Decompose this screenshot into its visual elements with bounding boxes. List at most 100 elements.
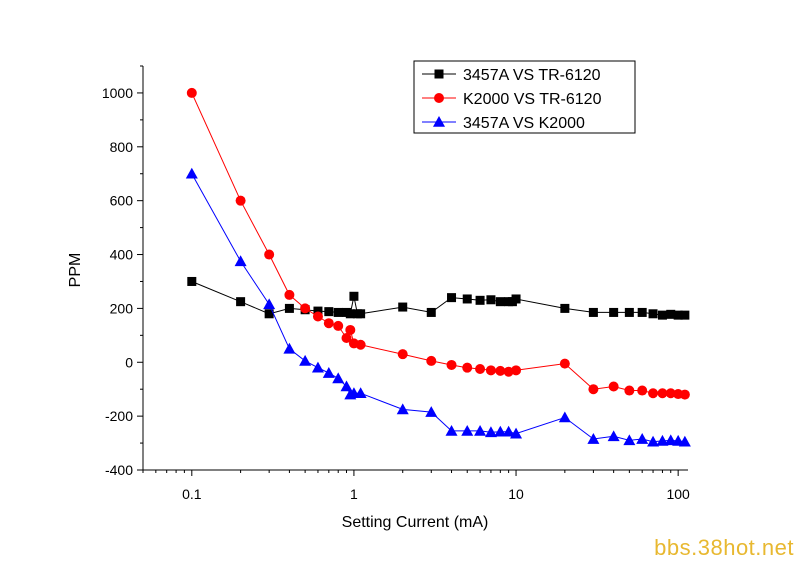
- data-point: [323, 318, 334, 329]
- data-point: [284, 289, 295, 300]
- data-point: [656, 434, 669, 446]
- data-point: [673, 310, 683, 320]
- data-point: [354, 387, 367, 399]
- legend-label: K2000 VS TR-6120: [463, 91, 602, 108]
- data-point: [657, 310, 667, 320]
- x-tick-label: 10: [508, 486, 524, 502]
- series-line: [191, 92, 685, 396]
- legend-marker: [434, 69, 444, 79]
- series-layer: [185, 87, 691, 447]
- data-point: [313, 306, 323, 316]
- data-point: [332, 372, 345, 384]
- data-point: [263, 298, 276, 310]
- data-point: [558, 411, 571, 423]
- x-axis-label: Setting Current (mA): [342, 514, 489, 531]
- x-ticks: 0.1 1 10 100: [142, 470, 690, 502]
- data-point: [502, 425, 515, 437]
- data-point: [485, 365, 496, 376]
- data-point: [474, 424, 487, 436]
- data-point: [283, 342, 296, 354]
- data-point: [426, 355, 437, 366]
- data-point: [311, 361, 324, 373]
- data-point: [356, 309, 366, 319]
- data-point: [486, 295, 496, 305]
- x-tick-label: 100: [666, 486, 690, 502]
- series-3: [185, 167, 691, 447]
- data-point: [187, 276, 197, 286]
- data-point: [559, 358, 570, 369]
- data-point: [234, 255, 247, 267]
- data-point: [475, 364, 486, 374]
- legend-marker: [433, 116, 445, 127]
- legend-box: [413, 60, 636, 134]
- data-point: [665, 388, 676, 399]
- data-point: [340, 380, 353, 392]
- data-point: [679, 389, 690, 400]
- data-point: [648, 309, 658, 319]
- data-point: [678, 435, 691, 447]
- data-point: [664, 434, 677, 446]
- data-point: [300, 303, 311, 314]
- x-tick-label: 1: [350, 486, 358, 502]
- data-point: [666, 309, 676, 319]
- data-point: [624, 307, 634, 317]
- data-point: [647, 435, 660, 447]
- y-tick-label: 0: [125, 354, 133, 370]
- series-2: [186, 87, 690, 400]
- data-point: [637, 307, 647, 317]
- data-point: [475, 295, 485, 305]
- data-point: [324, 307, 334, 317]
- y-tick-label: -400: [105, 462, 133, 478]
- data-point: [588, 307, 598, 317]
- data-point: [396, 403, 409, 415]
- data-point: [484, 426, 497, 438]
- data-point: [341, 333, 352, 344]
- plot-area: [142, 66, 688, 471]
- data-point: [462, 294, 472, 304]
- legend-marker: [434, 93, 444, 103]
- x-tick-label: 0.1: [182, 486, 202, 502]
- data-point: [322, 367, 335, 378]
- data-point: [398, 302, 408, 312]
- data-point: [397, 349, 408, 360]
- data-point: [608, 381, 619, 392]
- data-point: [461, 424, 474, 436]
- data-point: [495, 365, 506, 376]
- y-tick-label: 1000: [102, 85, 133, 101]
- data-point: [623, 434, 636, 446]
- data-point: [333, 307, 343, 317]
- y-tick-label: 200: [110, 300, 134, 316]
- data-point: [503, 366, 514, 377]
- data-point: [609, 307, 619, 317]
- data-point: [426, 307, 436, 317]
- data-point: [355, 339, 366, 350]
- y-axis-label: PPM: [67, 253, 84, 288]
- data-point: [333, 320, 344, 331]
- data-point: [607, 430, 620, 442]
- y-ticks: -400 -200 0 200 400 600 800 1000: [102, 65, 143, 478]
- data-point: [446, 359, 457, 370]
- data-point: [264, 309, 274, 319]
- data-point: [657, 388, 668, 399]
- data-point: [299, 354, 312, 366]
- y-tick-label: 800: [110, 139, 134, 155]
- data-point: [345, 324, 356, 335]
- data-point: [680, 310, 690, 320]
- data-point: [349, 291, 359, 301]
- data-point: [637, 385, 648, 396]
- y-tick-label: 600: [110, 193, 134, 209]
- watermark: bbs.38hot.net: [654, 535, 794, 560]
- data-point: [560, 303, 570, 313]
- data-point: [236, 297, 246, 307]
- data-point: [648, 388, 659, 399]
- data-point: [235, 195, 246, 206]
- data-point: [511, 294, 521, 304]
- data-point: [284, 303, 294, 313]
- data-point: [510, 427, 523, 439]
- data-point: [511, 365, 522, 376]
- data-point: [345, 309, 355, 319]
- data-point: [462, 362, 473, 373]
- data-point: [185, 167, 198, 179]
- data-point: [588, 384, 599, 395]
